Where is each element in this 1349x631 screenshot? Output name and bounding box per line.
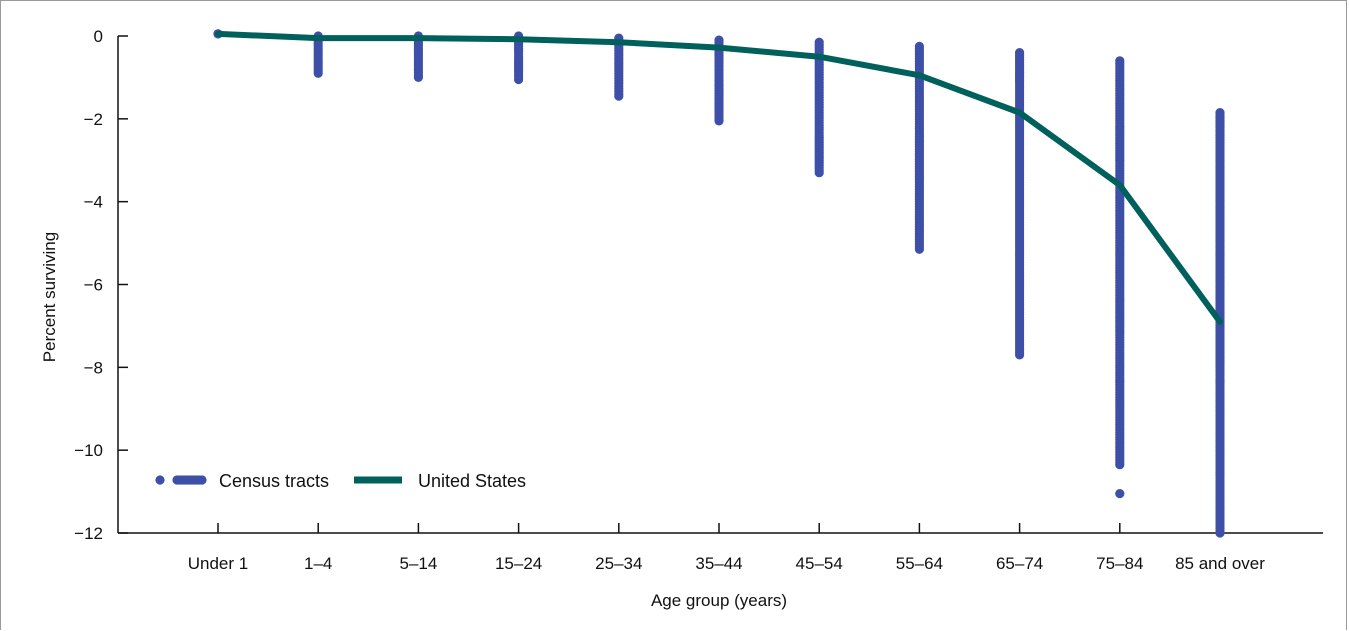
- x-tick-label: 75–84: [1096, 554, 1143, 573]
- y-tick-label: −12: [74, 524, 103, 543]
- census-tract-point: [313, 68, 323, 78]
- united-states-line: [215, 30, 1223, 325]
- y-tick-label: −6: [84, 276, 103, 295]
- census-tract-point: [814, 168, 824, 178]
- x-tick-label: 1–4: [304, 554, 332, 573]
- y-tick-label: −2: [84, 110, 103, 129]
- x-tick-label: 35–44: [695, 554, 742, 573]
- x-tick-label: Under 1: [188, 554, 248, 573]
- x-tick-label: 85 and over: [1175, 554, 1265, 573]
- census-tract-point: [1215, 528, 1225, 538]
- legend-census-tracts-marker: [155, 475, 207, 485]
- y-tick-label: 0: [94, 27, 103, 46]
- y-axis-title: Percent surviving: [40, 232, 59, 362]
- x-axis-title: Age group (years): [651, 591, 787, 610]
- census-tract-point: [1115, 489, 1125, 499]
- x-tick-label: 25–34: [595, 554, 642, 573]
- census-tract-point: [714, 116, 724, 126]
- legend-united-states-label: United States: [418, 471, 526, 491]
- legend-census-dot: [155, 475, 165, 485]
- census-tract-point: [914, 244, 925, 254]
- census-tract-point: [1015, 350, 1025, 360]
- legend-census-dot: [197, 475, 207, 485]
- census-tract-point: [1115, 460, 1125, 470]
- legend: Census tracts United States: [155, 471, 526, 491]
- x-ticks: Under 1 1–4 5–14 15–24 25–34 35–44 45–54 55–64 6…: [188, 523, 1265, 573]
- y-ticks: 0 −2 −4 −6 −8 −10 −12: [74, 27, 128, 543]
- y-tick-label: −4: [84, 193, 103, 212]
- x-tick-label: 55–64: [896, 554, 943, 573]
- census-tract-point: [514, 74, 524, 85]
- legend-census-tracts-label: Census tracts: [219, 471, 329, 491]
- x-tick-label: 5–14: [399, 554, 437, 573]
- x-tick-label: 15–24: [495, 554, 542, 573]
- y-tick-label: −8: [84, 358, 103, 377]
- census-tract-point: [614, 91, 624, 101]
- census-tract-points: [213, 29, 1225, 538]
- x-tick-label: 65–74: [996, 554, 1043, 573]
- census-tract-point: [413, 72, 423, 82]
- y-tick-label: −10: [74, 441, 103, 460]
- x-tick-label: 45–54: [796, 554, 843, 573]
